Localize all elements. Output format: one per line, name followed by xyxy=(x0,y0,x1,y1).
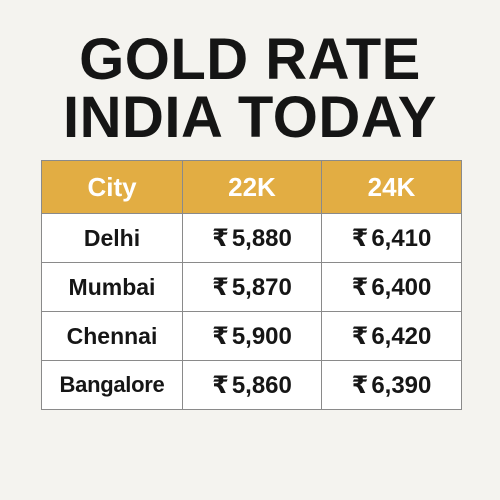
page-title-line-2: INDIA TODAY xyxy=(63,85,437,150)
rate-24k-value: 6,400 xyxy=(371,273,432,301)
rate-24k-cell: ₹6,400 xyxy=(321,262,462,312)
table-row: Bangalore ₹5,860 ₹6,390 xyxy=(41,360,462,410)
city-cell: Bangalore xyxy=(41,360,183,410)
page-title-line-1: GOLD RATE xyxy=(79,27,421,92)
city-cell: Mumbai xyxy=(41,262,183,312)
rupee-symbol: ₹ xyxy=(212,273,229,301)
table-body: Delhi ₹5,880 ₹6,410 Mumbai ₹5,870 ₹6,400… xyxy=(41,213,462,410)
rate-24k-cell: ₹6,410 xyxy=(321,213,462,263)
rate-22k-cell: ₹5,880 xyxy=(182,213,322,263)
rupee-symbol: ₹ xyxy=(212,371,229,399)
rupee-symbol: ₹ xyxy=(351,273,369,301)
rate-22k-cell: ₹5,870 xyxy=(182,262,322,312)
rate-22k-value: 5,860 xyxy=(231,371,292,399)
column-header-city: City xyxy=(41,160,183,214)
header-row: City 22K 24K xyxy=(41,160,462,214)
rupee-symbol: ₹ xyxy=(351,224,369,252)
rate-22k-value: 5,900 xyxy=(231,322,292,350)
table-row: Mumbai ₹5,870 ₹6,400 xyxy=(41,262,462,312)
table-row: Delhi ₹5,880 ₹6,410 xyxy=(41,213,462,263)
gold-rate-table: City 22K 24K Delhi ₹5,880 ₹6,410 Mumbai … xyxy=(41,160,462,410)
rate-22k-cell: ₹5,900 xyxy=(182,311,322,361)
column-header-22k: 22K xyxy=(182,160,322,214)
rate-22k-cell: ₹5,860 xyxy=(182,360,322,410)
table-header: City 22K 24K xyxy=(41,160,462,214)
rupee-symbol: ₹ xyxy=(212,322,229,350)
rate-24k-cell: ₹6,420 xyxy=(321,311,462,361)
rupee-symbol: ₹ xyxy=(212,224,229,252)
rate-24k-value: 6,420 xyxy=(371,322,432,350)
rupee-symbol: ₹ xyxy=(351,371,369,399)
rate-24k-value: 6,410 xyxy=(371,224,432,252)
rate-22k-value: 5,870 xyxy=(231,273,292,301)
rate-24k-value: 6,390 xyxy=(371,371,432,399)
city-cell: Delhi xyxy=(41,213,183,263)
city-cell: Chennai xyxy=(41,311,183,361)
rate-22k-value: 5,880 xyxy=(231,224,292,252)
rupee-symbol: ₹ xyxy=(351,322,369,350)
rate-24k-cell: ₹6,390 xyxy=(321,360,462,410)
column-header-24k: 24K xyxy=(321,160,462,214)
table-row: Chennai ₹5,900 ₹6,420 xyxy=(41,311,462,361)
